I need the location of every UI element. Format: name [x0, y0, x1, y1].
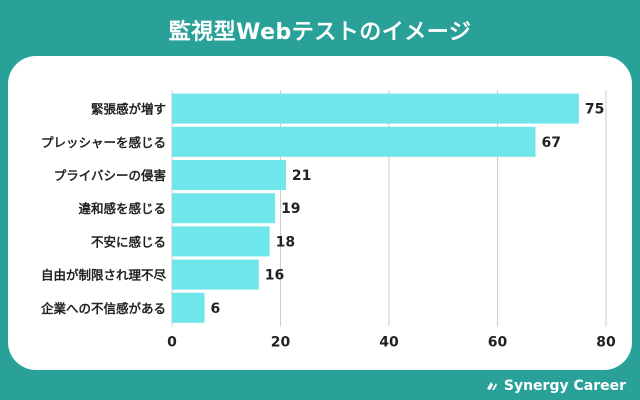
- value-label-1: 67: [541, 135, 560, 151]
- x-tick-label-2: 40: [379, 334, 399, 350]
- x-tick-label-3: 60: [488, 334, 508, 350]
- brand-footer: Synergy Career: [485, 378, 626, 394]
- chart-title: 監視型Webテストのイメージ: [168, 20, 472, 45]
- category-label-1: プレッシャーを感じる: [41, 135, 166, 150]
- category-label-3: 違和感を感じる: [78, 201, 166, 216]
- category-label-4: 不安に感じる: [91, 234, 166, 249]
- value-label-0: 75: [585, 102, 604, 118]
- category-label-5: 自由が制限され理不尽: [41, 268, 167, 283]
- value-label-5: 16: [265, 268, 284, 284]
- value-label-4: 18: [276, 234, 295, 250]
- x-tick-label-1: 20: [271, 334, 291, 350]
- brand-logo-icon: [486, 382, 497, 390]
- category-label-0: 緊張感が増す: [91, 102, 166, 117]
- bar-0: [172, 93, 579, 124]
- value-label-2: 21: [292, 168, 311, 184]
- x-tick-label-4: 80: [596, 334, 616, 350]
- bar-1: [172, 126, 536, 157]
- value-label-3: 19: [281, 201, 300, 217]
- bar-2: [172, 160, 286, 190]
- bar-4: [172, 226, 270, 257]
- category-label-2: プライバシーの侵害: [54, 168, 166, 183]
- category-label-6: 企業への不信感がある: [40, 301, 166, 316]
- bar-5: [172, 259, 259, 290]
- x-tick-label-0: 0: [167, 334, 177, 350]
- brand-name: Synergy Career: [503, 378, 626, 394]
- value-label-6: 6: [211, 301, 221, 317]
- bar-3: [172, 193, 276, 224]
- bar-6: [172, 292, 205, 323]
